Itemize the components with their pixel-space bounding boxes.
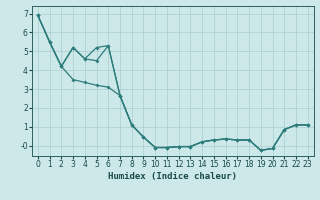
X-axis label: Humidex (Indice chaleur): Humidex (Indice chaleur) (108, 172, 237, 181)
